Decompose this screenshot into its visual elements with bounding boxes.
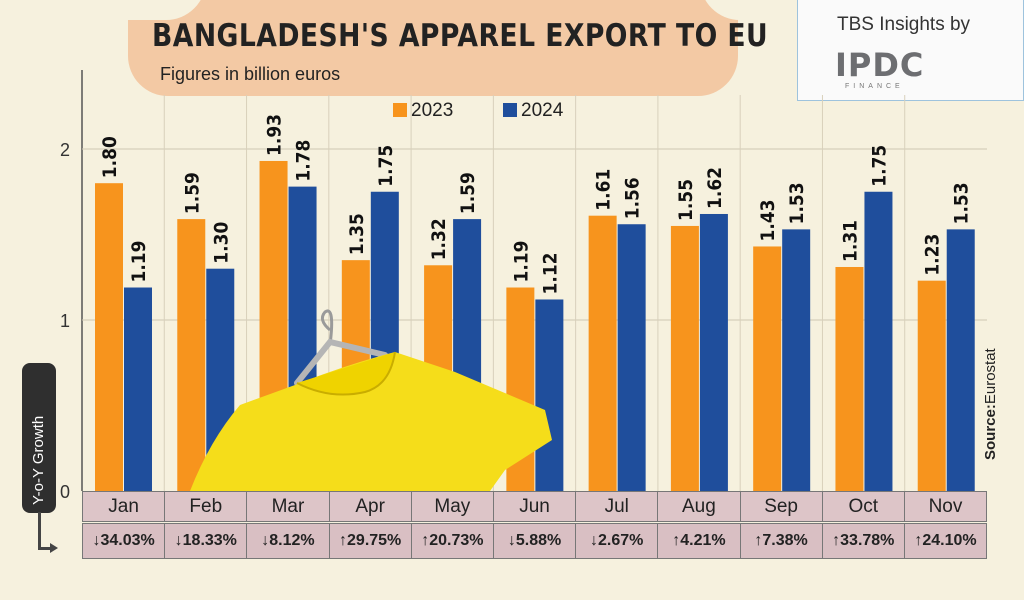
y-tick-label: 1	[60, 311, 70, 331]
yoy-cell: ↑24.10%	[914, 532, 977, 549]
bar-2023-jan	[95, 183, 123, 491]
data-label: 1.12	[539, 252, 561, 294]
bar-2024-oct	[864, 191, 893, 491]
data-label: 1.62	[704, 167, 726, 209]
data-label: 1.19	[128, 241, 150, 283]
decorative-notch	[86, 0, 206, 20]
month-cell: Jul	[576, 492, 659, 521]
yoy-cell: ↓34.03%	[83, 524, 166, 558]
bar-2023-aug	[670, 225, 699, 491]
data-label: 1.56	[622, 177, 644, 219]
chart-title: BANGLADESH'S APPAREL EXPORT TO EU	[152, 18, 769, 54]
data-label: 1.75	[375, 145, 397, 187]
bar-2023-sep	[753, 246, 782, 491]
data-label: 1.53	[786, 182, 808, 224]
yoy-cell: ↑7.38%	[741, 524, 823, 558]
data-label: 1.61	[593, 169, 615, 211]
data-label: 1.43	[757, 199, 779, 241]
yoy-cell: ↓18.33%	[165, 524, 248, 558]
bar-2024-jun	[535, 299, 564, 491]
bar-2024-sep	[782, 229, 811, 491]
branding-text: TBS Insights by	[837, 14, 971, 35]
data-label: 1.19	[510, 241, 532, 283]
ipdc-logo-sub: FINANCE	[845, 83, 904, 90]
legend-swatch-2024	[503, 103, 517, 117]
data-label: 1.59	[457, 172, 479, 214]
title-tab	[128, 0, 738, 96]
data-label: 1.35	[346, 213, 368, 255]
hanger-icon	[294, 338, 388, 386]
bar-2024-jul	[617, 224, 646, 492]
source-label: Source:	[982, 404, 999, 460]
data-label: 1.59	[181, 172, 203, 214]
data-label: 1.78	[293, 140, 315, 182]
decorative-notch	[700, 0, 790, 20]
month-cell: Apr	[329, 492, 412, 521]
yoy-row: ↓34.03% ↓18.33% ↓8.12% ↑29.75% ↑20.73% ↓5.88%…	[82, 523, 987, 559]
bar-2024-nov	[946, 229, 975, 491]
yoy-tab	[22, 363, 56, 513]
arrow-icon	[38, 547, 54, 550]
bar-2023-feb	[177, 219, 206, 492]
yoy-cell: ↓5.88%	[494, 524, 577, 558]
data-label: 1.93	[264, 114, 286, 156]
data-label: 1.31	[839, 220, 861, 262]
ipdc-logo: IPDC	[835, 46, 925, 84]
legend-swatch-2023	[393, 103, 407, 117]
month-cell: Jan	[83, 492, 166, 521]
bar-2023-jul	[588, 215, 617, 491]
yoy-cell: ↑33.78%	[823, 524, 905, 558]
bar-2024-aug	[699, 213, 728, 492]
data-label: 1.75	[868, 145, 890, 187]
month-row: Jan Feb Mar Apr May Jun Jul Aug Sep Oct Nov	[82, 491, 987, 522]
yoy-cell: ↓8.12%	[247, 524, 330, 558]
tshirt-icon	[190, 352, 552, 491]
bar-2023-oct	[835, 266, 864, 491]
source-value: Eurostat	[982, 348, 999, 405]
arrow-icon	[38, 512, 41, 550]
data-label: 1.30	[210, 222, 232, 264]
month-cell: Jun	[493, 492, 577, 521]
month-cell: Mar	[247, 492, 330, 521]
hanger-hook-icon	[320, 309, 334, 346]
legend-label-2023: 2023	[411, 100, 453, 121]
bar-2023-nov	[917, 280, 946, 491]
yoy-cell: ↑20.73%	[412, 524, 494, 558]
data-label: 1.53	[951, 182, 973, 224]
yoy-cell: ↑29.75%	[330, 524, 412, 558]
data-label: 1.23	[922, 234, 944, 276]
source-note: Source:Eurostat	[982, 348, 999, 460]
month-cell: Aug	[658, 492, 741, 521]
bar-2024-jan	[124, 287, 152, 491]
month-cell: Feb	[165, 492, 248, 521]
month-cell: Oct	[822, 492, 905, 521]
month-cell: Nov	[904, 492, 987, 521]
yoy-label: Y-o-Y Growth	[30, 415, 47, 505]
data-label: 1.55	[675, 179, 697, 221]
data-label: 1.80	[99, 136, 121, 178]
tshirt-collar-icon	[296, 351, 396, 396]
month-cell: Sep	[740, 492, 823, 521]
y-tick-label: 2	[60, 140, 70, 160]
data-label: 1.32	[428, 218, 450, 260]
yoy-cell: ↑4.21%	[658, 524, 741, 558]
chart-subtitle: Figures in billion euros	[160, 64, 341, 84]
arrow-icon	[50, 543, 58, 553]
month-cell: May	[411, 492, 494, 521]
y-tick-label: 0	[60, 482, 70, 502]
branding-box	[797, 0, 1024, 101]
month-table: Jan Feb Mar Apr May Jun Jul Aug Sep Oct Nov ↓34.03…	[82, 490, 987, 570]
yoy-cell: ↓2.67%	[576, 524, 659, 558]
legend-label-2024: 2024	[521, 100, 564, 121]
